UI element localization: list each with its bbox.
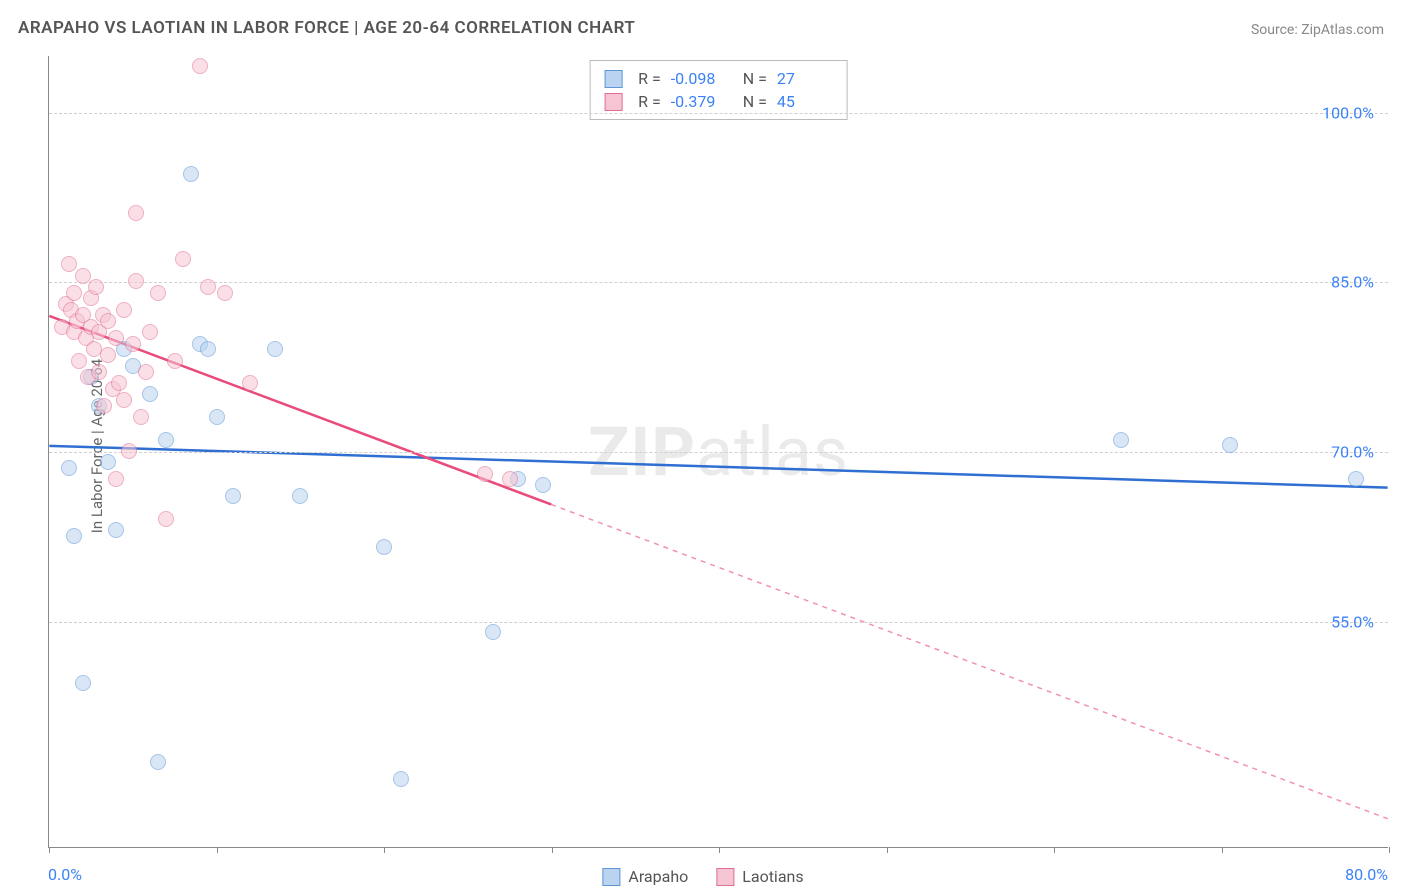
legend-swatch — [716, 868, 734, 886]
data-point — [100, 347, 116, 363]
x-tick — [49, 847, 50, 853]
data-point — [167, 353, 183, 369]
data-point — [158, 511, 174, 527]
legend: Arapaho Laotians — [602, 867, 803, 886]
data-point — [75, 268, 91, 284]
data-point — [175, 251, 191, 267]
x-axis-min-label: 0.0% — [48, 865, 82, 884]
data-point — [200, 279, 216, 295]
data-point — [116, 302, 132, 318]
legend-item: Laotians — [716, 867, 803, 886]
x-tick — [887, 847, 888, 853]
data-point — [61, 460, 77, 476]
data-point — [393, 771, 409, 787]
legend-label: Arapaho — [628, 867, 688, 886]
data-point — [150, 285, 166, 301]
data-point — [128, 273, 144, 289]
data-point — [88, 279, 104, 295]
legend-swatch — [602, 868, 620, 886]
data-point — [150, 754, 166, 770]
data-point — [108, 330, 124, 346]
stat-n-label: N = — [743, 92, 767, 111]
y-tick-label: 70.0% — [1331, 443, 1374, 462]
data-point — [91, 364, 107, 380]
data-point — [121, 443, 137, 459]
source-attribution: Source: ZipAtlas.com — [1251, 22, 1384, 38]
chart-title: ARAPAHO VS LAOTIAN IN LABOR FORCE | AGE … — [18, 18, 635, 38]
data-point — [116, 392, 132, 408]
series-swatch — [604, 70, 622, 88]
data-point — [138, 364, 154, 380]
gridline — [49, 622, 1388, 623]
data-point — [477, 466, 493, 482]
data-point — [502, 471, 518, 487]
series-swatch — [604, 93, 622, 111]
data-point — [485, 624, 501, 640]
stat-r-label: R = — [638, 69, 661, 88]
stat-row: R = -0.098 N = 27 — [604, 67, 833, 90]
data-point — [217, 285, 233, 301]
data-point — [183, 166, 199, 182]
data-point — [142, 324, 158, 340]
data-point — [75, 675, 91, 691]
data-point — [96, 398, 112, 414]
data-point — [1113, 432, 1129, 448]
data-point — [111, 375, 127, 391]
data-point — [535, 477, 551, 493]
x-tick — [1222, 847, 1223, 853]
data-point — [108, 522, 124, 538]
data-point — [66, 285, 82, 301]
x-tick — [217, 847, 218, 853]
stat-r-value: -0.098 — [671, 69, 727, 88]
legend-label: Laotians — [742, 867, 803, 886]
data-point — [142, 386, 158, 402]
gridline — [49, 452, 1388, 453]
data-point — [1348, 471, 1364, 487]
data-point — [128, 205, 144, 221]
data-point — [71, 353, 87, 369]
data-point — [1222, 437, 1238, 453]
data-point — [192, 58, 208, 74]
data-point — [133, 409, 149, 425]
data-point — [108, 471, 124, 487]
plot-area: ZIPatlas R =-0.098N =27R =-0.379N =45 55… — [48, 56, 1388, 848]
data-point — [100, 313, 116, 329]
stat-n-label: N = — [743, 69, 767, 88]
data-point — [66, 528, 82, 544]
trend-line-dashed — [551, 504, 1387, 818]
y-tick-label: 85.0% — [1331, 273, 1374, 292]
x-tick — [552, 847, 553, 853]
stat-r-label: R = — [638, 92, 661, 111]
stat-r-value: -0.379 — [671, 92, 727, 111]
data-point — [200, 341, 216, 357]
data-point — [100, 454, 116, 470]
stat-n-value: 45 — [777, 92, 833, 111]
data-point — [209, 409, 225, 425]
data-point — [158, 432, 174, 448]
data-point — [61, 256, 77, 272]
y-tick-label: 100.0% — [1322, 103, 1374, 122]
data-point — [225, 488, 241, 504]
stat-row: R = -0.379 N = 45 — [604, 90, 833, 113]
x-tick — [1054, 847, 1055, 853]
data-point — [267, 341, 283, 357]
data-point — [292, 488, 308, 504]
y-tick-label: 55.0% — [1331, 612, 1374, 631]
x-tick — [1389, 847, 1390, 853]
stat-n-value: 27 — [777, 69, 833, 88]
x-tick — [719, 847, 720, 853]
x-tick — [384, 847, 385, 853]
correlation-stats-box: R = -0.098 N = 27 R = -0.379 N = 45 — [589, 60, 848, 120]
gridline — [49, 113, 1388, 114]
legend-item: Arapaho — [602, 867, 688, 886]
data-point — [125, 336, 141, 352]
gridline — [49, 282, 1388, 283]
data-point — [242, 375, 258, 391]
x-axis-max-label: 80.0% — [1345, 865, 1388, 884]
data-point — [376, 539, 392, 555]
